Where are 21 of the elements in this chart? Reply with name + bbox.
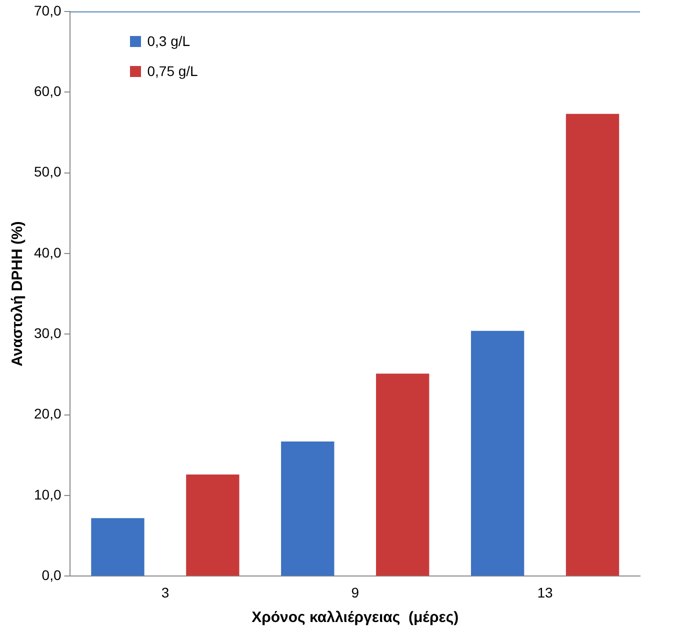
y-tick-label: 10,0	[34, 486, 62, 502]
y-tick-label: 40,0	[34, 244, 62, 260]
x-tick-label: 9	[351, 584, 360, 600]
bar	[566, 114, 620, 576]
y-tick-label: 60,0	[34, 82, 62, 99]
x-tick-label: 3	[161, 584, 170, 600]
bar	[91, 518, 144, 576]
legend-label: 0,75 g/L	[147, 63, 198, 80]
y-tick-label: 0,0	[42, 567, 62, 584]
x-axis-title: Χρόνος καλλιέργειας (μέρες)	[252, 609, 459, 626]
y-axis-title: Αναστολή DPHH (%)	[9, 221, 26, 366]
bar	[376, 374, 430, 576]
y-tick-label: 20,0	[34, 406, 62, 422]
x-tick-label: 13	[537, 584, 554, 600]
bar	[186, 474, 240, 576]
y-tick-label: 50,0	[34, 164, 62, 180]
bar	[281, 441, 334, 576]
y-tick-label: 30,0	[34, 325, 62, 341]
bar	[470, 330, 524, 576]
y-tick-label: 70,0	[34, 2, 62, 18]
legend-label: 0,3 g/L	[147, 33, 190, 50]
